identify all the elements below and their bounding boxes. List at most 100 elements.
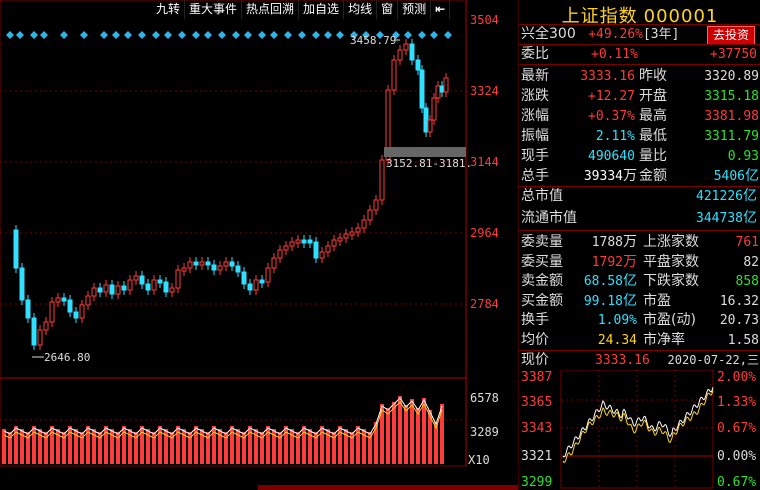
- event-marker[interactable]: [404, 31, 412, 39]
- tool-forecast[interactable]: 预测: [398, 0, 432, 19]
- event-marker[interactable]: [362, 31, 370, 39]
- volume-bar: [242, 432, 246, 464]
- volume-bar: [314, 432, 318, 464]
- candle: [361, 219, 367, 229]
- candle: [31, 317, 37, 346]
- total-value: 39334: [583, 169, 623, 184]
- event-marker[interactable]: [164, 31, 172, 39]
- candle: [307, 239, 313, 244]
- current-price-label: 现价: [521, 352, 549, 368]
- candle: [25, 299, 31, 319]
- volume-bar: [38, 429, 42, 464]
- event-marker[interactable]: [178, 31, 186, 39]
- volume-bar: [404, 405, 408, 464]
- event-marker[interactable]: [258, 31, 266, 39]
- candle: [277, 249, 283, 259]
- event-marker[interactable]: [152, 31, 160, 39]
- volume-unit: X10: [468, 453, 490, 467]
- volume-bar: [410, 399, 414, 464]
- event-marker[interactable]: [6, 31, 14, 39]
- volume-bar: [20, 429, 24, 464]
- event-marker[interactable]: [270, 31, 278, 39]
- candle: [163, 281, 169, 293]
- candle: [435, 85, 441, 99]
- mini-right-tick: 2.00%: [717, 370, 756, 385]
- event-marker[interactable]: [218, 31, 226, 39]
- event-marker[interactable]: [112, 31, 120, 39]
- open-label: 开盘: [639, 88, 667, 104]
- candle: [217, 265, 223, 271]
- collapse-icon[interactable]: ⇤: [431, 0, 451, 19]
- volume-bar: [260, 432, 264, 464]
- volume-bar: [188, 432, 192, 464]
- volume-bar: [320, 426, 324, 464]
- candle: [247, 283, 253, 291]
- event-marker[interactable]: [418, 31, 426, 39]
- event-marker[interactable]: [350, 31, 358, 39]
- tool-window[interactable]: 窗: [377, 0, 399, 19]
- event-marker[interactable]: [40, 31, 48, 39]
- volume-bar: [104, 426, 108, 464]
- event-marker[interactable]: [376, 31, 384, 39]
- event-marker[interactable]: [244, 31, 252, 39]
- go-invest-button[interactable]: 去投资: [706, 26, 755, 45]
- tool-hot-review[interactable]: 热点回溯: [242, 0, 300, 19]
- event-marker[interactable]: [204, 31, 212, 39]
- volume-bar: [206, 432, 210, 464]
- event-marker[interactable]: [16, 31, 24, 39]
- event-marker[interactable]: [124, 31, 132, 39]
- weibi-value: +0.11%: [591, 47, 638, 62]
- event-marker[interactable]: [444, 31, 452, 39]
- quote-panel: 上证指数 000001 兴全300 +49.26%[3年] 去投资 委比 +0.1…: [518, 0, 760, 490]
- tool-major-events[interactable]: 重大事件: [185, 0, 243, 19]
- event-marker[interactable]: [298, 31, 306, 39]
- intraday-chart[interactable]: 3387 3365 3343 3321 3299 2.00% 1.33% 0.6…: [519, 370, 760, 490]
- event-marker[interactable]: [60, 31, 68, 39]
- candle: [289, 241, 295, 247]
- event-marker[interactable]: [336, 31, 344, 39]
- range-label: 3152.81-3181.: [386, 157, 472, 170]
- candle: [199, 261, 205, 266]
- volume-bar: [98, 432, 102, 464]
- hand-label: 现手: [521, 148, 549, 164]
- volume-bar: [80, 432, 84, 464]
- volume-bar: [146, 429, 150, 464]
- h-scrollbar[interactable]: [258, 485, 518, 490]
- volume-bar: [86, 426, 90, 464]
- buyamt-unit: 亿: [623, 292, 637, 309]
- tool-moving-average[interactable]: 均线: [344, 0, 378, 19]
- candle: [175, 269, 181, 289]
- event-marker[interactable]: [430, 31, 438, 39]
- event-marker[interactable]: [392, 31, 400, 39]
- event-marker[interactable]: [232, 31, 240, 39]
- candle: [139, 275, 145, 285]
- kline-chart[interactable]: 3504 3324 3144 2964 2784 6578 3289 X10 3…: [0, 0, 518, 490]
- volume-bar: [416, 408, 420, 464]
- candle: [253, 279, 259, 291]
- candle: [157, 279, 163, 284]
- price-tick: 3324: [470, 84, 499, 98]
- event-marker[interactable]: [138, 31, 146, 39]
- candle: [151, 279, 157, 291]
- candle: [415, 59, 421, 71]
- tool-jiuzhuan[interactable]: 九转: [152, 0, 186, 19]
- volume-bar: [428, 410, 432, 464]
- pe-label: 市盈: [643, 292, 671, 309]
- event-marker[interactable]: [192, 31, 200, 39]
- candle: [325, 245, 331, 253]
- tool-add-watchlist[interactable]: 加自选: [299, 0, 345, 19]
- candle: [97, 287, 103, 293]
- event-marker[interactable]: [80, 31, 88, 39]
- quote-row: 委买量 1792 平盘家数 82 万: [521, 253, 759, 272]
- event-marker[interactable]: [284, 31, 292, 39]
- volume-bar: [134, 432, 138, 464]
- candle: [73, 311, 79, 319]
- event-marker[interactable]: [312, 31, 320, 39]
- event-marker[interactable]: [30, 31, 38, 39]
- event-marker[interactable]: [324, 31, 332, 39]
- volume-bar: [254, 429, 258, 464]
- event-marker[interactable]: [100, 31, 108, 39]
- high-label: 3458.79: [350, 34, 396, 47]
- mcap-label: 总市值: [521, 188, 563, 204]
- candle: [115, 285, 121, 295]
